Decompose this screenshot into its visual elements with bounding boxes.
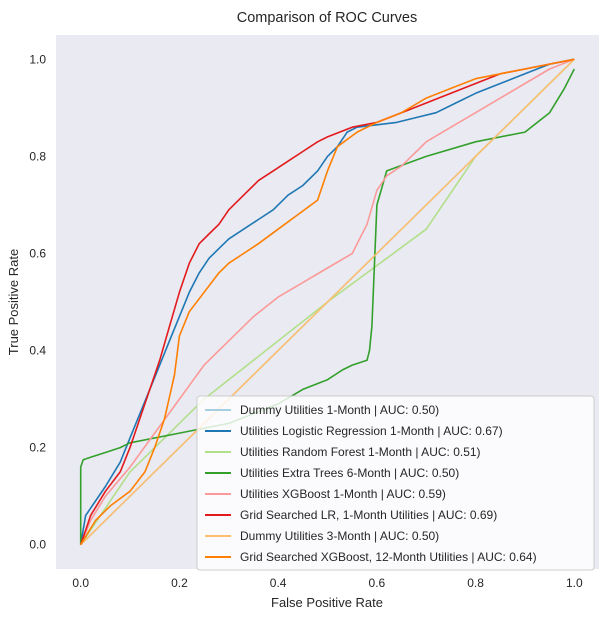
x-tick-labels: 0.0 0.2 0.4 0.6 0.8 1.0: [72, 576, 583, 590]
legend-label: Grid Searched XGBoost, 12-Month Utilitie…: [240, 550, 537, 564]
chart-title: Comparison of ROC Curves: [237, 10, 418, 26]
series-line-6: [80, 58, 575, 546]
legend-label: Grid Searched LR, 1-Month Utilities | AU…: [240, 508, 497, 522]
series-line-7: [80, 58, 575, 546]
y-tick-label: 0.4: [29, 344, 46, 358]
x-tick-label: 0.0: [72, 576, 89, 590]
y-tick-labels: 0.0 0.2 0.4 0.6 0.8 1.0: [29, 52, 46, 551]
series-line-1: [79, 58, 575, 545]
y-tick-label: 0.0: [29, 538, 46, 552]
x-tick-label: 0.8: [467, 576, 484, 590]
legend-label: Utilities Random Forest 1-Month | AUC: 0…: [240, 445, 481, 459]
legend-label: Utilities XGBoost 1-Month | AUC: 0.59): [240, 487, 446, 501]
y-tick-label: 1.0: [29, 52, 46, 66]
y-axis-label: True Positive Rate: [6, 249, 21, 355]
y-tick-label: 0.6: [29, 246, 46, 260]
legend-label: Dummy Utilities 3-Month | AUC: 0.50): [240, 529, 439, 543]
legend: Dummy Utilities 1-Month | AUC: 0.50) Util…: [196, 395, 595, 571]
x-tick-label: 0.4: [270, 576, 287, 590]
x-tick-label: 1.0: [566, 576, 583, 590]
series-line-3: [79, 68, 576, 545]
y-tick-label: 0.2: [29, 441, 46, 455]
series-line-4: [79, 58, 575, 546]
x-tick-label: 0.2: [171, 576, 188, 590]
y-tick-label: 0.8: [29, 149, 46, 163]
legend-label: Utilities Logistic Regression 1-Month | …: [240, 424, 503, 438]
series-lines: [79, 58, 576, 546]
x-tick-label: 0.6: [369, 576, 386, 590]
legend-label: Dummy Utilities 1-Month | AUC: 0.50): [240, 403, 439, 417]
x-axis-label: False Positive Rate: [271, 595, 383, 610]
series-line-5: [79, 58, 575, 545]
legend-box: [196, 395, 595, 571]
legend-label: Utilities Extra Trees 6-Month | AUC: 0.5…: [240, 466, 459, 480]
